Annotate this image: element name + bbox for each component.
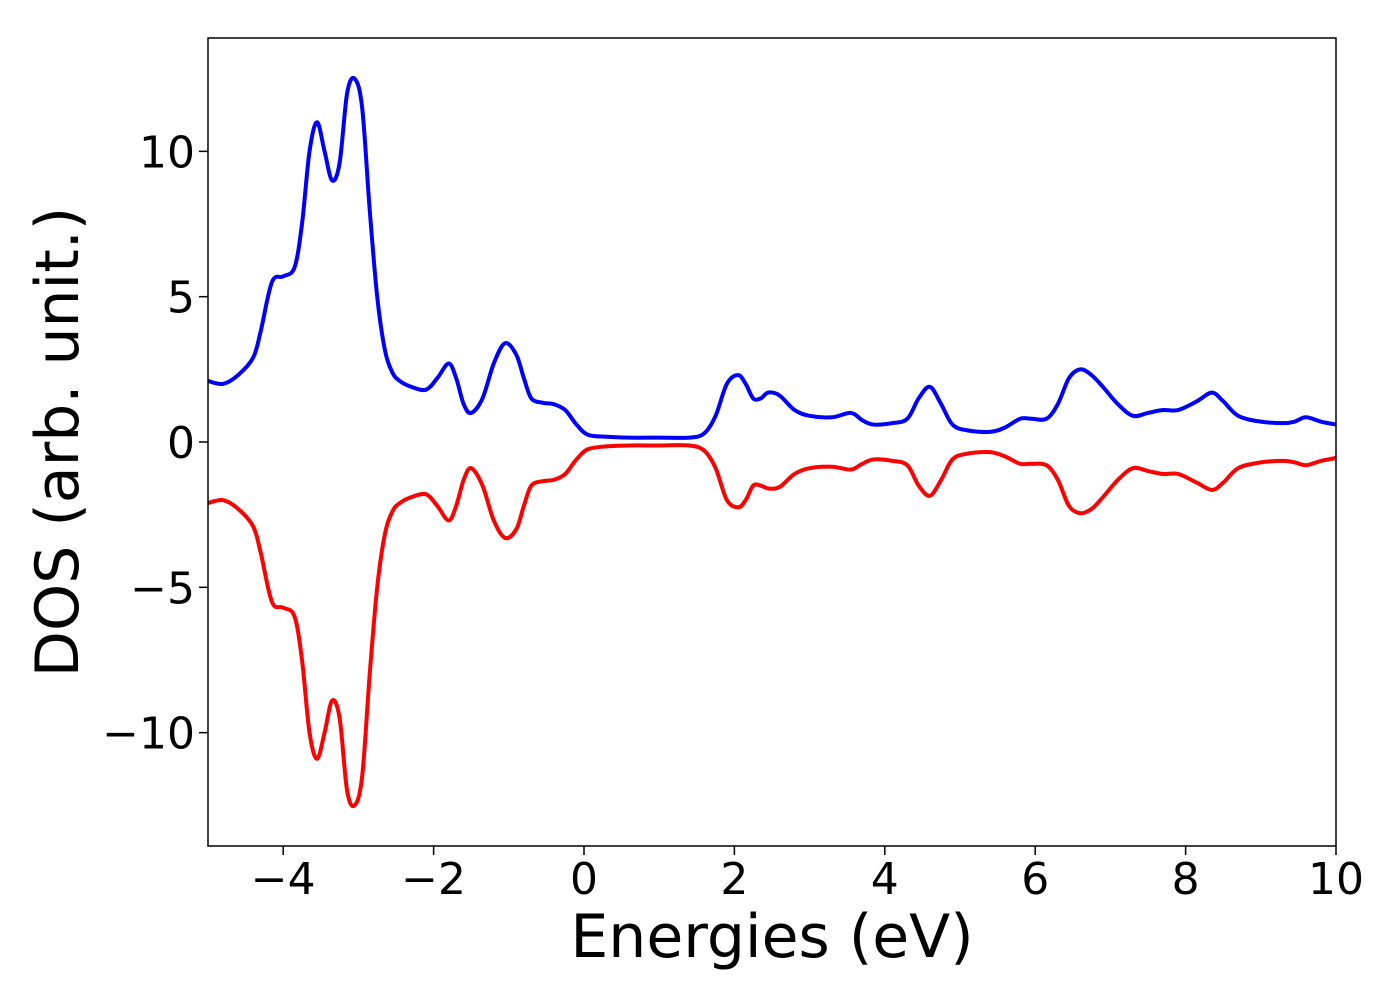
x-tick-label: 8	[1172, 854, 1200, 905]
y-tick-label: −5	[130, 563, 195, 614]
y-axis-label: DOS (arb. unit.)	[23, 207, 93, 677]
x-tick-label: −4	[251, 854, 316, 905]
x-axis-ticks: −4 −2 0 2 4 6 8 10	[251, 846, 1364, 905]
y-axis-ticks: −10 −5 0 5 10	[102, 127, 208, 760]
y-tick-label: 5	[167, 273, 195, 324]
x-tick-label: 4	[871, 854, 899, 905]
x-tick-label: 6	[1021, 854, 1049, 905]
x-axis-label: Energies (eV)	[570, 902, 973, 972]
y-tick-label: 10	[139, 127, 195, 178]
series-layer	[208, 75, 1336, 809]
series-line-1	[208, 75, 1336, 440]
y-tick-label: −10	[102, 709, 195, 760]
y-tick-label: 0	[167, 418, 195, 469]
plot-frame	[207, 37, 1337, 847]
x-tick-label: 2	[720, 854, 748, 905]
x-tick-label: 0	[570, 854, 598, 905]
x-tick-label: −2	[401, 854, 466, 905]
series-line-2	[208, 443, 1336, 809]
x-tick-label: 10	[1308, 854, 1364, 905]
